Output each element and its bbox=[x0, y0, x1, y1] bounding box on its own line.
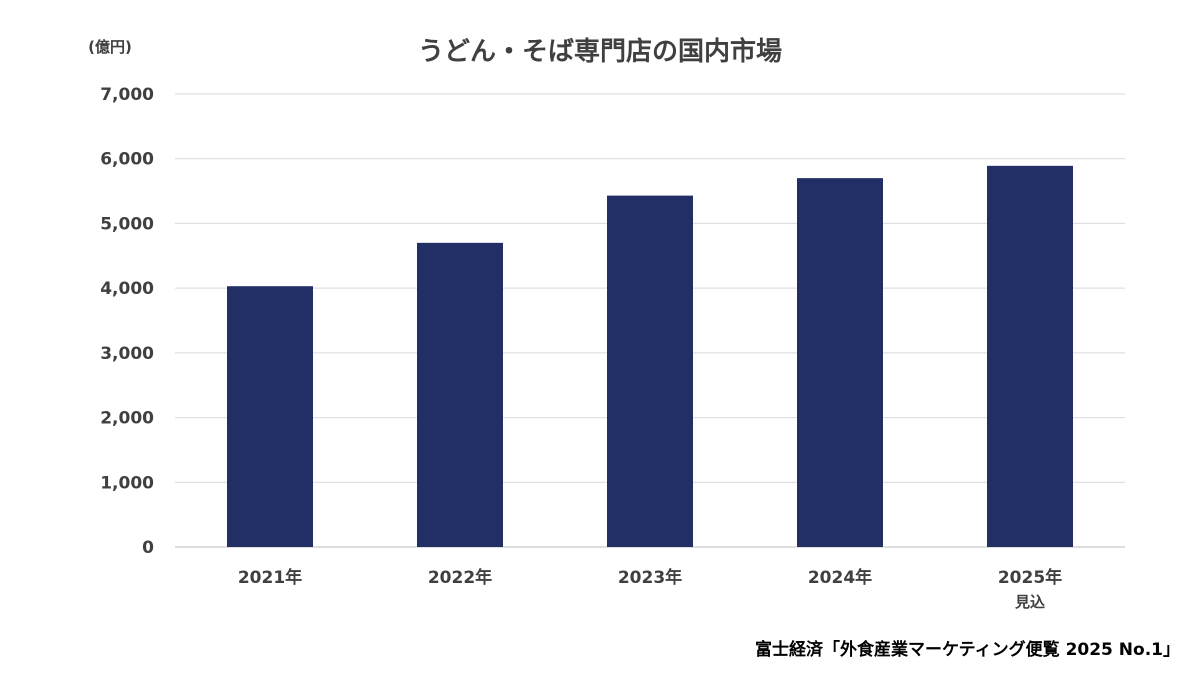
y-unit-label: (億円) bbox=[88, 38, 132, 56]
x-tick-sublabel: 見込 bbox=[1014, 593, 1045, 611]
y-tick-label: 3,000 bbox=[100, 344, 154, 364]
bar bbox=[797, 178, 883, 547]
chart-title: うどん・そば専門店の国内市場 bbox=[418, 36, 782, 67]
x-tick-label: 2025年 bbox=[998, 567, 1062, 588]
x-tick-label: 2022年 bbox=[428, 567, 492, 588]
bar bbox=[607, 195, 693, 547]
y-tick-label: 7,000 bbox=[100, 85, 154, 105]
bars bbox=[227, 165, 1073, 548]
bar bbox=[227, 286, 313, 547]
y-tick-label: 2,000 bbox=[100, 409, 154, 429]
bar bbox=[417, 242, 503, 548]
x-tick-label: 2023年 bbox=[618, 567, 682, 588]
bar bbox=[987, 165, 1073, 547]
y-tick-label: 6,000 bbox=[100, 150, 154, 170]
y-tick-label: 5,000 bbox=[100, 214, 154, 234]
x-tick-label: 2024年 bbox=[808, 567, 872, 588]
y-tick-label: 0 bbox=[142, 538, 154, 558]
y-tick-label: 4,000 bbox=[100, 279, 154, 299]
y-axis-ticks: 0 1,000 2,000 3,000 4,000 5,000 6,000 7,000 bbox=[100, 85, 154, 558]
x-tick-label: 2021年 bbox=[238, 567, 302, 588]
y-tick-label: 1,000 bbox=[100, 473, 154, 493]
source-note: 富士経済「外食産業マーケティング便覧 2025 No.1」 bbox=[755, 639, 1180, 660]
